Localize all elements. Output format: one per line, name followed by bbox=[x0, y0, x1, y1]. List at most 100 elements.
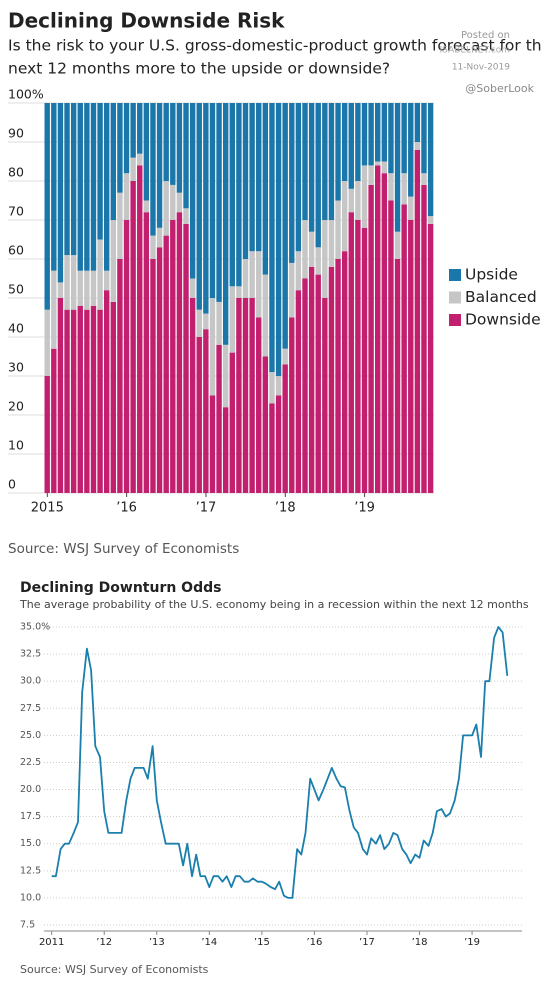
bar-segment bbox=[328, 266, 335, 493]
bar-segment bbox=[262, 103, 269, 275]
bar-segment bbox=[77, 270, 83, 306]
x-tick-label: ’16 bbox=[306, 937, 322, 948]
x-tick-label: ’12 bbox=[96, 937, 112, 948]
y-tick-label: 80 bbox=[8, 165, 24, 180]
y-tick-label: 17.5 bbox=[20, 811, 41, 822]
bar-segment bbox=[183, 103, 189, 209]
bar-segment bbox=[196, 103, 202, 310]
bar-segment bbox=[209, 395, 216, 493]
bar-segment bbox=[216, 301, 222, 345]
bar-segment bbox=[401, 204, 407, 493]
bar-segment bbox=[97, 239, 103, 310]
bar-segment bbox=[90, 270, 97, 306]
chart-subtitle: The average probability of the U.S. econ… bbox=[19, 598, 529, 611]
bar-segment bbox=[156, 227, 163, 248]
bar-segment bbox=[143, 103, 150, 201]
y-tick-label: 20 bbox=[8, 399, 24, 414]
bar-segment bbox=[189, 298, 196, 493]
bar-segment bbox=[335, 103, 341, 201]
y-tick-label: 35.0% bbox=[20, 622, 50, 633]
bar-segment bbox=[328, 103, 335, 220]
bar-segment bbox=[209, 103, 216, 298]
bar-segment bbox=[84, 270, 90, 310]
bar-segment bbox=[275, 376, 282, 396]
bar-segment bbox=[242, 103, 249, 259]
bar-segment bbox=[282, 364, 288, 493]
bar-segment bbox=[156, 247, 163, 493]
bar-segment bbox=[222, 407, 229, 493]
bar-segment bbox=[97, 103, 103, 240]
bar-segment bbox=[137, 103, 143, 154]
x-tick-label: ’18 bbox=[412, 937, 428, 948]
bar-segment bbox=[117, 259, 123, 493]
y-tick-label: 40 bbox=[8, 321, 24, 336]
bar-segment bbox=[97, 309, 103, 493]
bar-segment bbox=[170, 184, 176, 220]
bar-segment bbox=[51, 270, 57, 349]
bar-segment bbox=[388, 200, 394, 493]
bar-segment bbox=[249, 251, 255, 298]
bar-segment bbox=[361, 103, 368, 166]
bar-segment bbox=[70, 255, 77, 310]
bar-segment bbox=[421, 103, 427, 174]
bar-segment bbox=[302, 220, 308, 279]
bar-segment bbox=[388, 173, 394, 201]
watermark: Posted on bbox=[461, 30, 510, 41]
x-tick-label: ’17 bbox=[196, 501, 217, 516]
bar-segment bbox=[269, 103, 275, 373]
y-tick-label: 0 bbox=[8, 477, 16, 492]
y-tick-label: 27.5 bbox=[20, 703, 41, 714]
bar-segment bbox=[427, 103, 434, 217]
bar-segment bbox=[295, 290, 302, 493]
bar-segment bbox=[163, 235, 169, 493]
x-tick-label: ’19 bbox=[354, 501, 375, 516]
bar-segment bbox=[57, 103, 64, 283]
bar-segment bbox=[289, 317, 295, 493]
bar-segment bbox=[150, 259, 156, 493]
bar-segment bbox=[341, 103, 348, 181]
y-tick-label: 22.5 bbox=[20, 757, 41, 768]
bar-segment bbox=[57, 282, 64, 298]
bar-segment bbox=[348, 212, 354, 493]
bar-segment bbox=[381, 103, 388, 162]
y-tick-label: 10.0 bbox=[20, 892, 41, 903]
bar-segment bbox=[143, 200, 150, 213]
bar-segment bbox=[137, 153, 143, 166]
bar-segment bbox=[401, 103, 407, 174]
bar-segment bbox=[375, 161, 381, 166]
x-tick-label: ’14 bbox=[201, 937, 217, 948]
bar-segment bbox=[408, 103, 414, 197]
bar-segment bbox=[308, 266, 315, 493]
bar-segment bbox=[295, 251, 302, 291]
bar-segment bbox=[222, 103, 229, 345]
bar-segment bbox=[84, 103, 90, 271]
bar-segment bbox=[361, 165, 368, 228]
bar-segment bbox=[341, 251, 348, 493]
bar-segment bbox=[322, 103, 328, 220]
chart-title: Declining Downside Risk bbox=[8, 9, 285, 33]
bar-segment bbox=[103, 290, 110, 493]
bar-segment bbox=[229, 103, 235, 287]
bar-segment bbox=[322, 220, 328, 298]
bar-segment bbox=[150, 235, 156, 259]
bar-segment bbox=[269, 372, 275, 404]
bar-segment bbox=[355, 181, 361, 220]
y-tick-label: 7.5 bbox=[20, 920, 35, 931]
bar-segment bbox=[70, 103, 77, 256]
y-tick-label: 50 bbox=[8, 282, 24, 297]
y-tick-label: 25.0 bbox=[20, 730, 41, 741]
bar-segment bbox=[289, 262, 295, 318]
y-tick-label: 30 bbox=[8, 360, 24, 375]
bar-segment bbox=[256, 317, 262, 493]
bar-segment bbox=[163, 103, 169, 181]
bar-segment bbox=[427, 216, 434, 224]
legend-label: Balanced bbox=[465, 288, 537, 306]
bar-segment bbox=[308, 103, 315, 232]
watermark: 11-Nov-2019 bbox=[452, 63, 510, 73]
bar-segment bbox=[236, 286, 242, 298]
bar-segment bbox=[143, 212, 150, 493]
bar-segment bbox=[368, 184, 374, 493]
chart-title: Declining Downturn Odds bbox=[20, 580, 221, 596]
source: Source: WSJ Survey of Economists bbox=[8, 541, 239, 557]
bar-segment bbox=[57, 298, 64, 493]
